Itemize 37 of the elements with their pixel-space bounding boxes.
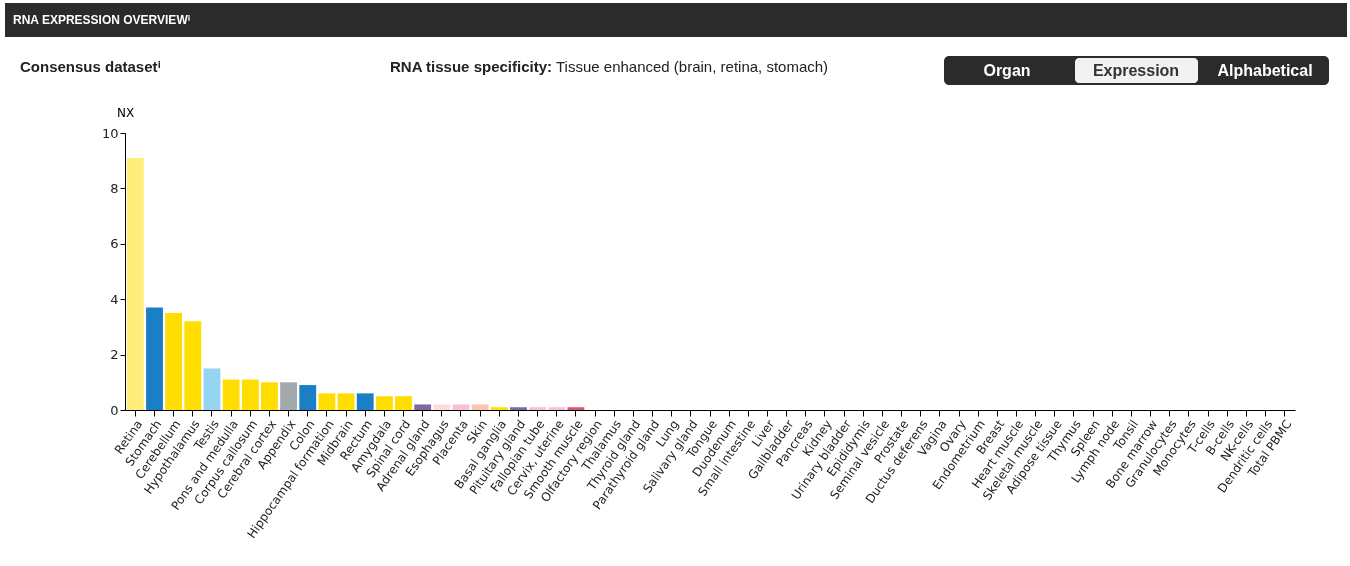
bar (433, 404, 451, 410)
y-tick-label: 6 (110, 236, 119, 252)
bar (567, 407, 585, 410)
bar (203, 368, 221, 410)
bar (375, 396, 393, 410)
text: Organ (983, 62, 1031, 79)
bar (356, 393, 374, 410)
y-tick-label: 4 (110, 291, 119, 307)
bar (490, 407, 508, 410)
bar (299, 385, 317, 410)
bar (548, 407, 566, 410)
bar (146, 307, 163, 410)
y-tick-label: 10 (101, 125, 119, 141)
bar (222, 379, 240, 410)
text: Alphabetical (1217, 62, 1313, 79)
chart-title: RNA EXPRESSION OVERVIEWⁱ (13, 13, 190, 27)
bar (529, 407, 547, 410)
bar (126, 157, 144, 410)
bar (414, 404, 432, 410)
y-tick-label: 2 (110, 347, 119, 363)
bar (318, 393, 336, 410)
bar (241, 379, 259, 410)
bar (184, 321, 202, 410)
bar (452, 404, 470, 410)
bar (165, 313, 183, 410)
text: Expression (1092, 62, 1180, 79)
bar (510, 407, 527, 410)
y-tick-label: 8 (110, 180, 119, 196)
bar (471, 404, 489, 410)
bar (261, 382, 278, 410)
bar (280, 382, 298, 410)
y-axis-title: NX (116, 105, 135, 120)
y-tick-label: 0 (110, 402, 119, 418)
bar (395, 396, 412, 410)
bar (337, 393, 355, 410)
chart-subtitle: Consensus datasetⁱ (20, 58, 161, 75)
text: RNA tissue specificity: Tissue enhanced (brain, retina, stomach) (390, 58, 829, 75)
